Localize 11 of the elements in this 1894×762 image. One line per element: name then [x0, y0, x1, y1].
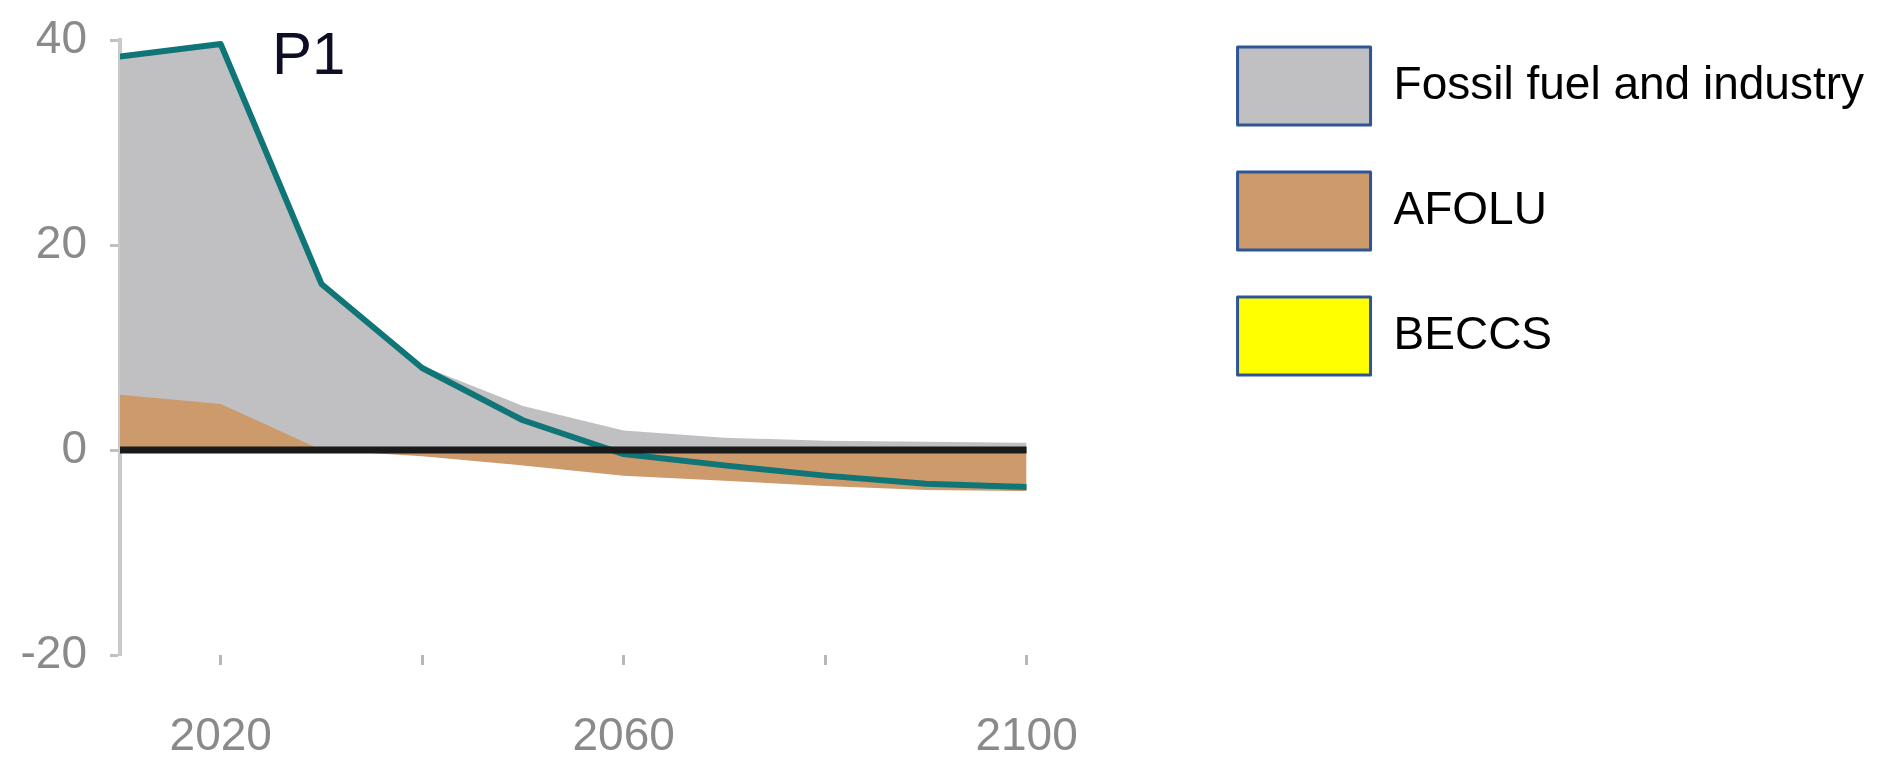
x-tick-label: 2060 [572, 707, 675, 760]
y-tick-label: -20 [20, 625, 87, 678]
y-tick-label: 0 [61, 420, 87, 473]
x-tick-label: 2100 [975, 707, 1078, 760]
chart-title: P1 [272, 20, 346, 87]
legend-label: Fossil fuel and industry [1393, 56, 1865, 109]
x-tick-label: 2020 [169, 707, 272, 760]
y-tick-label: 20 [35, 215, 87, 268]
legend-label: BECCS [1393, 306, 1553, 359]
legend-label: AFOLU [1393, 181, 1547, 234]
y-tick-label: 40 [35, 10, 87, 63]
